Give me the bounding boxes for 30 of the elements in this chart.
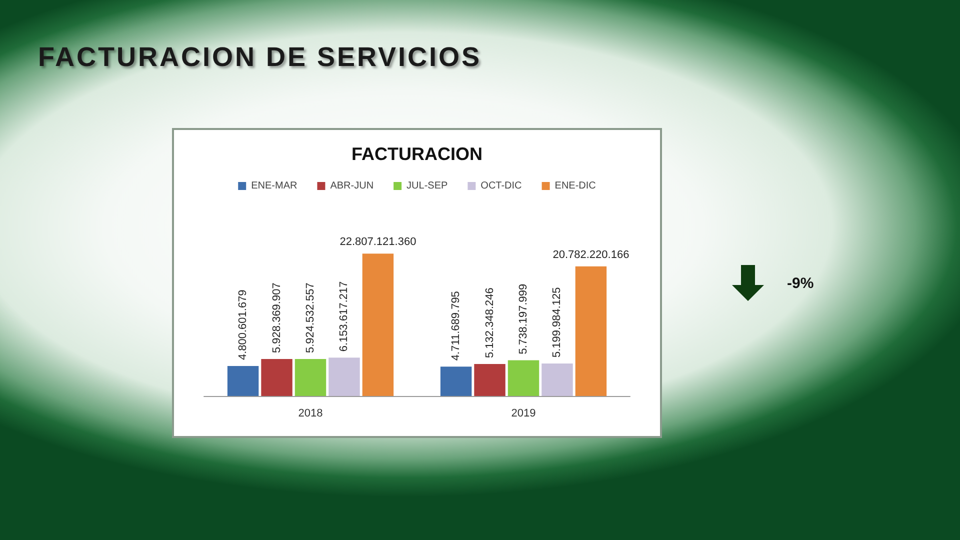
legend-label: ENE-MAR — [251, 180, 298, 192]
data-label: 5.928.369.907 — [270, 282, 283, 354]
bar — [294, 359, 326, 396]
bar — [474, 364, 506, 396]
x-tick-label: 2019 — [511, 408, 536, 420]
legend-label: JUL-SEP — [406, 180, 448, 192]
chart-subtitle: FACTURACION — [352, 144, 482, 164]
bar — [261, 359, 292, 396]
chart-title: FACTURACION DE SERVICIOS — [38, 42, 482, 73]
data-label: 5.132.348.246 — [484, 288, 496, 358]
bar — [542, 364, 573, 396]
x-tick-label: 2018 — [298, 408, 323, 420]
data-label: 22.807.121.360 — [340, 236, 416, 248]
data-label: 5.924.532.557 — [304, 282, 316, 354]
bar — [508, 360, 540, 396]
data-label: 20.782.220.166 — [552, 248, 630, 261]
data-label: 5.199.984.125 — [551, 287, 564, 358]
legend-label: OCT-DIC — [480, 180, 522, 192]
data-label: 6.153.617.217 — [338, 281, 350, 352]
bar — [575, 266, 607, 396]
data-label: 4.711.689.795 — [450, 291, 462, 361]
bar — [362, 254, 394, 396]
bar — [328, 358, 360, 396]
legend-label: ABR-JUN — [330, 180, 374, 192]
legend-label: ENE-DIC — [554, 180, 596, 192]
bar — [227, 366, 259, 396]
bar — [440, 366, 472, 396]
text: -9% — [787, 275, 814, 292]
data-label: 5.738.197.999 — [518, 284, 530, 354]
data-label: 4.800.601.679 — [237, 290, 250, 360]
